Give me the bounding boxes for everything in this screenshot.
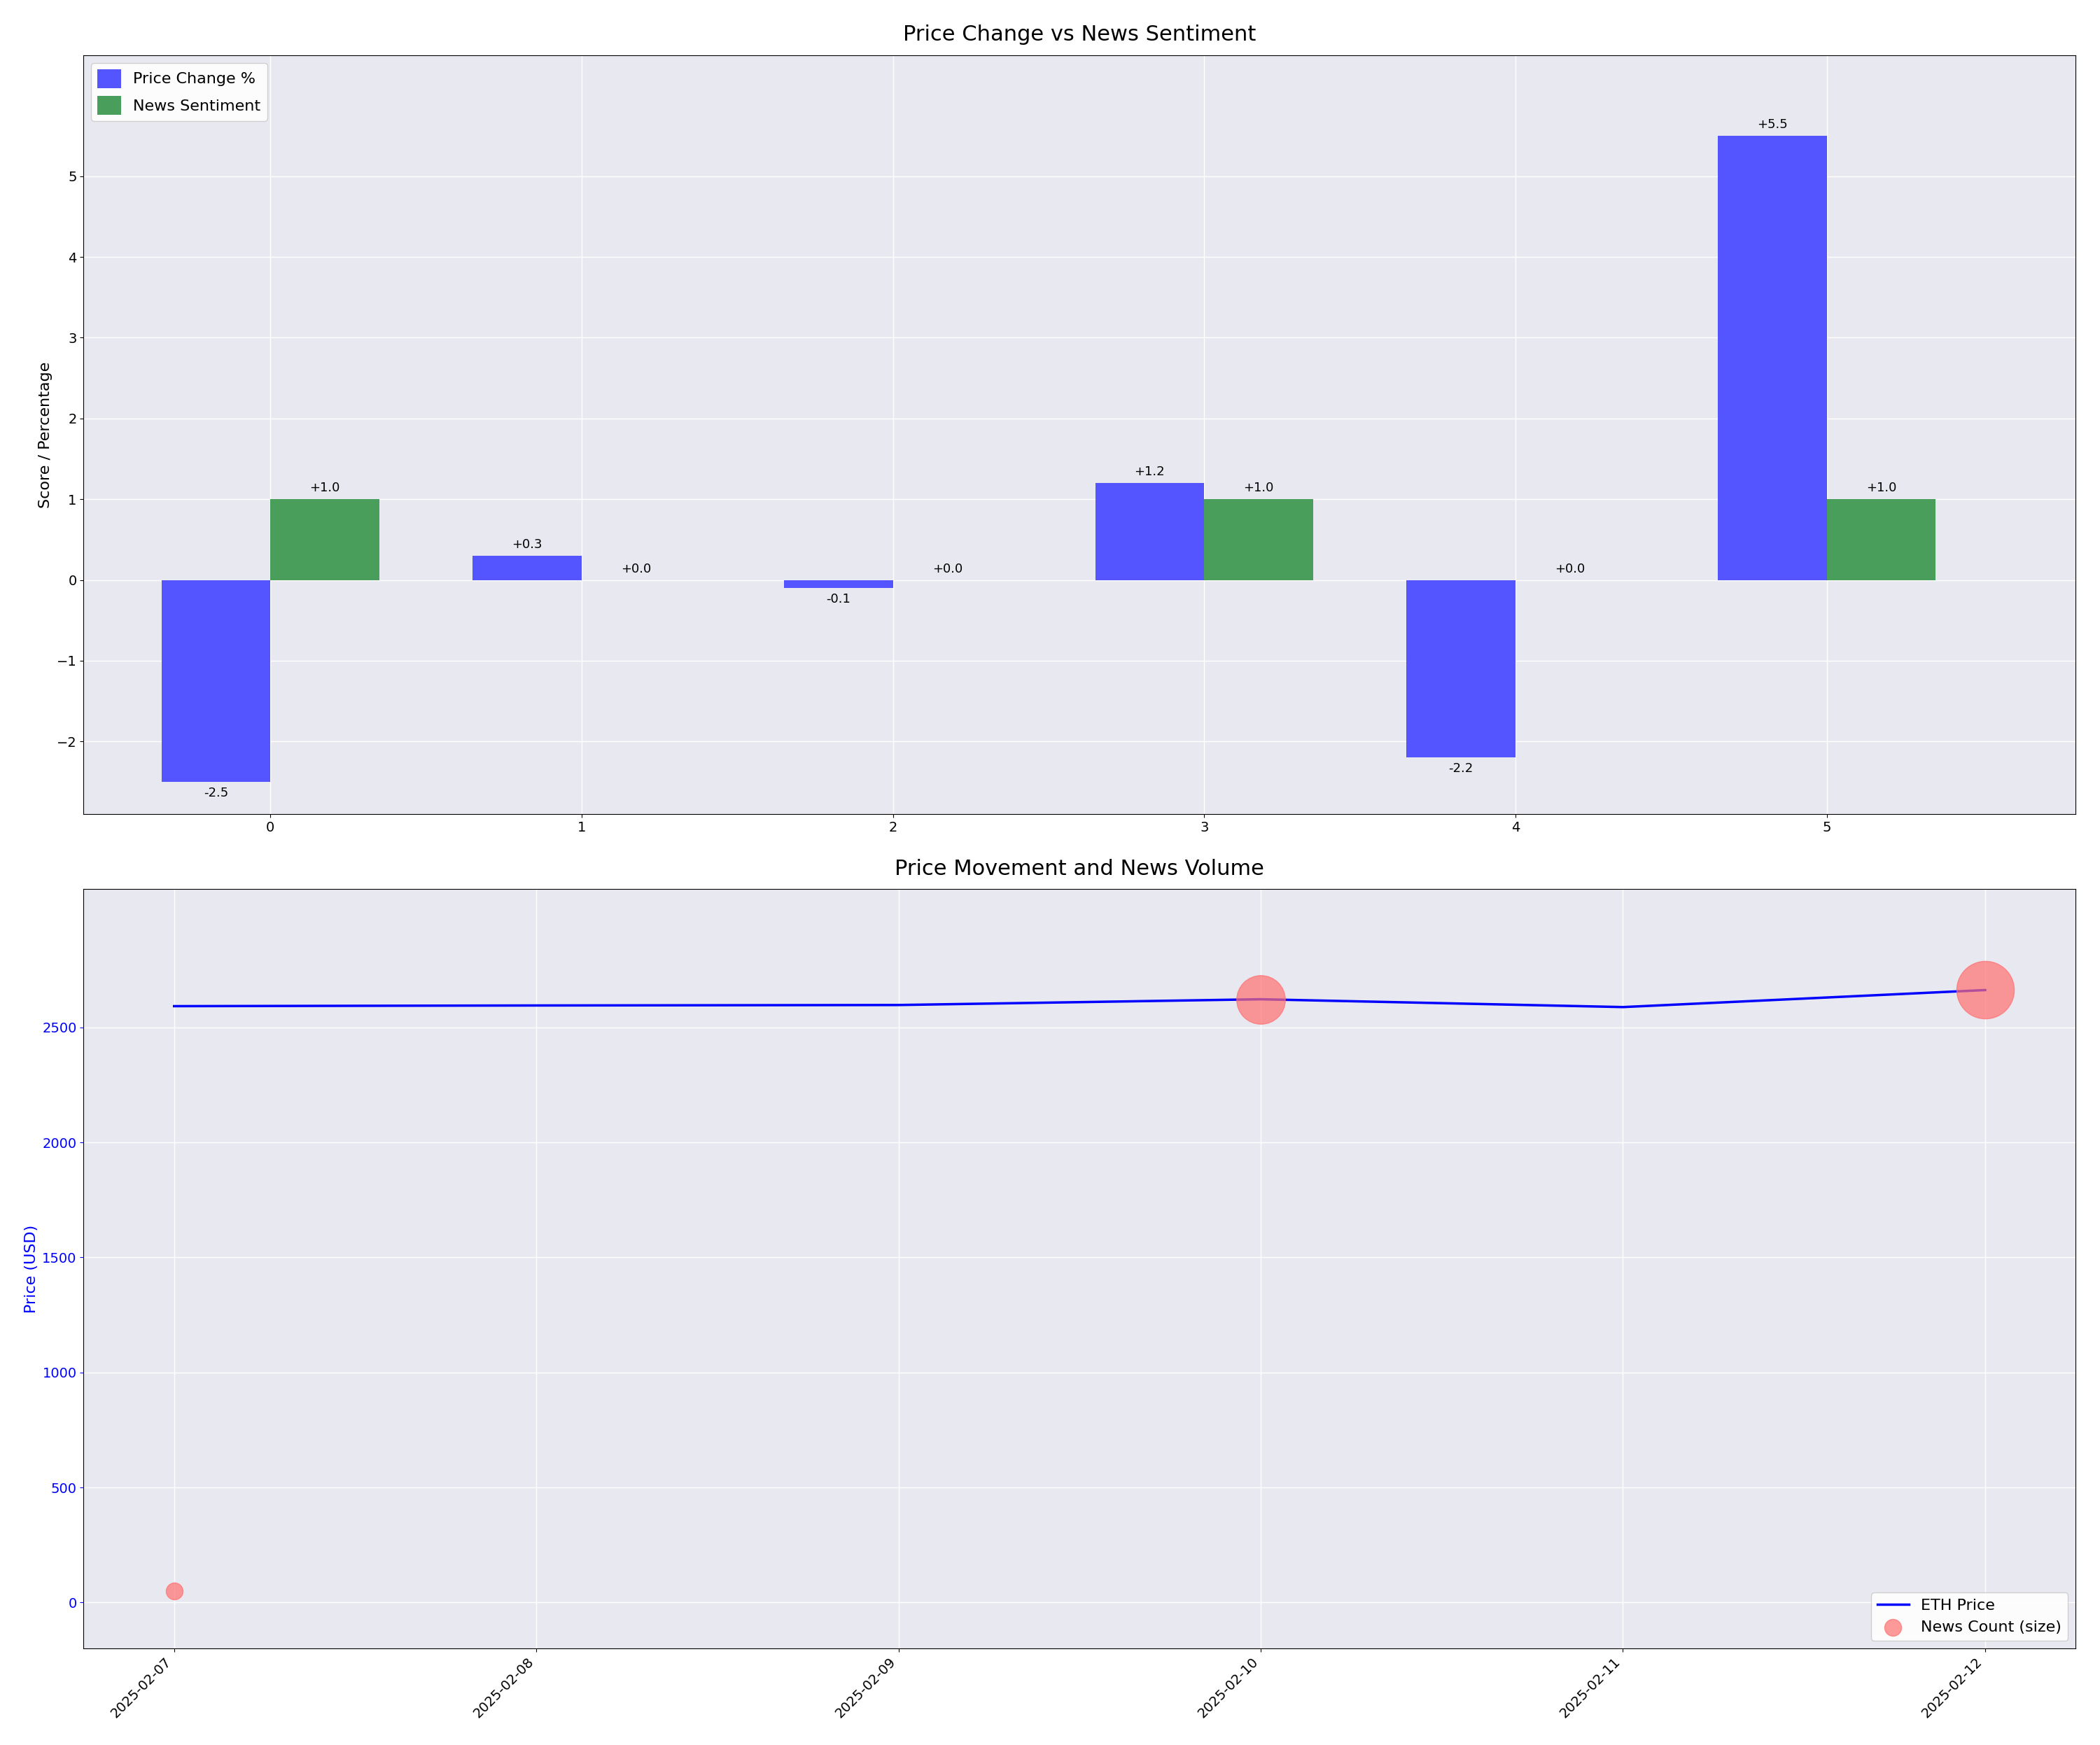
Point <box>1968 975 2001 1003</box>
Text: -0.1: -0.1 <box>825 593 850 606</box>
Legend: Price Change %, News Sentiment: Price Change %, News Sentiment <box>90 63 267 120</box>
Text: +0.0: +0.0 <box>932 562 962 576</box>
Point <box>1243 986 1277 1014</box>
Bar <box>783 579 892 588</box>
Text: +0.3: +0.3 <box>512 537 542 551</box>
Text: +1.2: +1.2 <box>1134 466 1166 478</box>
Bar <box>1203 499 1312 579</box>
Text: +5.5: +5.5 <box>1758 119 1787 131</box>
Bar <box>1407 579 1516 757</box>
Text: -2.5: -2.5 <box>204 787 229 799</box>
Text: +0.0: +0.0 <box>1554 562 1586 576</box>
Text: +1.0: +1.0 <box>1243 482 1275 494</box>
Text: -2.2: -2.2 <box>1449 763 1474 775</box>
Title: Price Movement and News Volume: Price Movement and News Volume <box>895 859 1264 879</box>
Title: Price Change vs News Sentiment: Price Change vs News Sentiment <box>903 24 1256 45</box>
Text: +0.0: +0.0 <box>622 562 651 576</box>
Y-axis label: Score / Percentage: Score / Percentage <box>38 361 52 508</box>
Bar <box>162 579 271 782</box>
Text: +1.0: +1.0 <box>309 482 340 494</box>
Bar <box>1718 136 1827 579</box>
Bar <box>271 499 380 579</box>
Bar <box>1096 483 1203 579</box>
Bar <box>1827 499 1936 579</box>
Bar <box>472 555 582 579</box>
Y-axis label: Price (USD): Price (USD) <box>25 1225 38 1312</box>
Text: +1.0: +1.0 <box>1867 482 1896 494</box>
Legend: ETH Price, News Count (size): ETH Price, News Count (size) <box>1871 1593 2068 1640</box>
Point <box>158 1577 191 1605</box>
